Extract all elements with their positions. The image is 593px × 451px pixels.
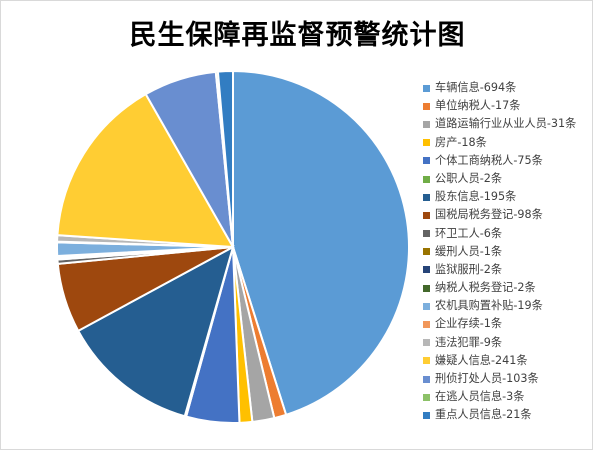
legend-label: 违法犯罪-9条 xyxy=(435,335,503,349)
legend-item: 环卫工人-6条 xyxy=(423,225,576,243)
chart-title: 民生保障再监督预警统计图 xyxy=(129,20,466,51)
legend-swatch xyxy=(423,230,430,238)
legend-item: 车辆信息-694条 xyxy=(423,79,576,97)
legend-swatch xyxy=(423,339,430,347)
legend-item: 企业存续-1条 xyxy=(423,315,576,333)
legend-label: 房产-18条 xyxy=(435,135,487,149)
legend-swatch xyxy=(423,375,430,383)
legend-swatch xyxy=(423,211,430,219)
legend-swatch xyxy=(423,266,430,274)
legend-item: 个体工商纳税人-75条 xyxy=(423,152,576,170)
legend-item: 房产-18条 xyxy=(423,134,576,152)
chart-legend: 车辆信息-694条 单位纳税人-17条道路运输行业从业人员-31条 房产-18条个体… xyxy=(423,79,576,425)
legend-item: 纳税人税务登记-2条 xyxy=(423,279,576,297)
pie-slice-18 xyxy=(216,69,234,248)
legend-label: 股东信息-195条 xyxy=(435,190,517,204)
legend-label: 环卫工人-6条 xyxy=(435,226,503,240)
pie-slice-0 xyxy=(232,69,410,417)
legend-item: 单位纳税人-17条 xyxy=(423,97,576,115)
legend-swatch xyxy=(423,139,430,147)
legend-item: 嫌疑人信息-241条 xyxy=(423,352,576,370)
legend-label: 车辆信息-694条 xyxy=(435,81,517,94)
legend-item: 重点人员信息-21条 xyxy=(423,406,576,424)
legend-label: 企业存续-1条 xyxy=(435,317,503,331)
legend-item: 国税局税务登记-98条 xyxy=(423,206,576,224)
legend-label: 纳税人税务登记-2条 xyxy=(435,281,536,295)
legend-item: 刑侦打处人员-103条 xyxy=(423,370,576,388)
legend-swatch xyxy=(423,393,430,401)
legend-item: 道路运输行业从业人员-31条 xyxy=(423,115,576,133)
legend-label: 国税局税务登记-98条 xyxy=(435,208,543,222)
legend-label: 个体工商纳税人-75条 xyxy=(435,153,543,167)
pie-slice-6 xyxy=(76,244,235,418)
legend-swatch xyxy=(423,302,430,310)
legend-label: 公职人员-2条 xyxy=(435,171,503,185)
legend-item: 监狱服刑-2条 xyxy=(423,261,576,279)
legend-swatch xyxy=(423,357,430,365)
legend-item: 股东信息-195条 xyxy=(423,188,576,206)
legend-swatch xyxy=(423,193,430,201)
legend-swatch xyxy=(423,321,430,329)
legend-label: 在逃人员信息-3条 xyxy=(435,390,525,404)
legend-label: 刑侦打处人员-103条 xyxy=(435,372,539,385)
legend-swatch xyxy=(423,411,430,419)
legend-label: 道路运输行业从业人员-31条 xyxy=(435,117,577,131)
legend-swatch xyxy=(423,157,430,165)
legend-swatch xyxy=(423,284,430,292)
legend-swatch xyxy=(423,102,430,110)
legend-swatch xyxy=(423,120,430,128)
legend-label: 监狱服刑-2条 xyxy=(435,262,503,276)
pie-slice-15 xyxy=(56,92,235,249)
legend-label: 嫌疑人信息-241条 xyxy=(435,353,528,367)
legend-item: 在逃人员信息-3条 xyxy=(423,388,576,406)
legend-swatch xyxy=(423,84,430,92)
legend-swatch xyxy=(423,175,430,183)
legend-item: 违法犯罪-9条 xyxy=(423,334,576,352)
legend-item: 公职人员-2条 xyxy=(423,170,576,188)
legend-label: 缓刑人员-1条 xyxy=(435,244,503,258)
legend-item: 缓刑人员-1条 xyxy=(423,243,576,261)
legend-swatch xyxy=(423,248,430,256)
legend-item: 农机具购置补贴-19条 xyxy=(423,297,576,315)
legend-label: 重点人员信息-21条 xyxy=(435,408,532,422)
legend-label: 单位纳税人-17条 xyxy=(435,99,521,113)
legend-label: 农机具购置补贴-19条 xyxy=(435,299,543,313)
